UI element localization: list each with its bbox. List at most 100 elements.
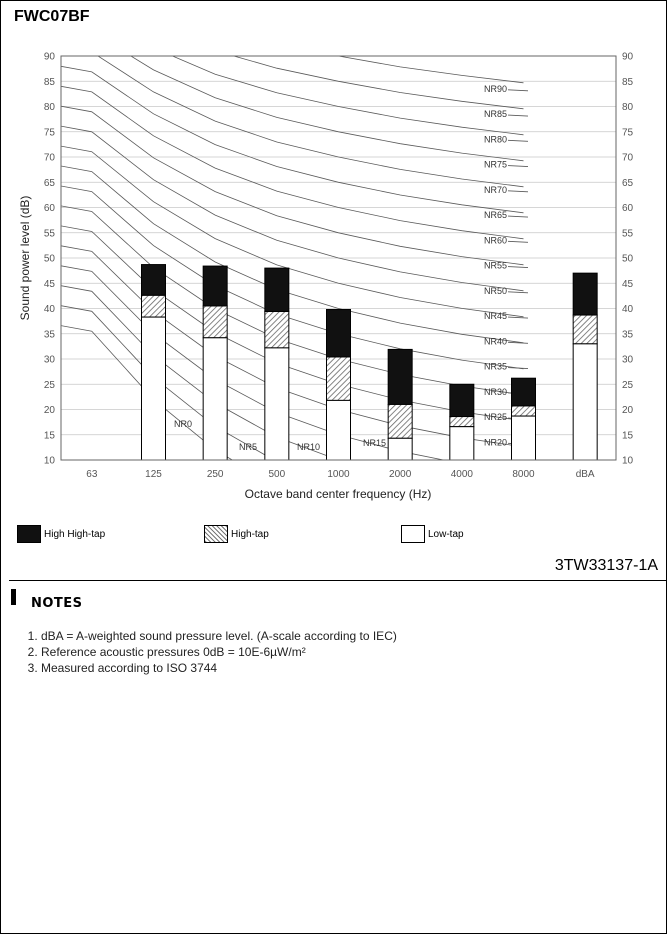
bar-high-tap <box>572 314 598 345</box>
y-axis-title: Sound power level (dB) <box>18 196 32 321</box>
y-tick-label-right: 75 <box>622 127 634 138</box>
legend: High High-tap High-tap Low-tap <box>17 525 657 545</box>
nr-curve-label: NR70 <box>484 185 507 195</box>
nr-curve-leader <box>507 114 529 117</box>
nr-curve <box>61 325 234 460</box>
nr-curve-label: NR65 <box>484 210 507 220</box>
nr-curve-leader <box>507 291 529 294</box>
nr-curve-leader <box>507 165 529 167</box>
y-tick-label-right: 85 <box>622 77 634 88</box>
bar-high-tap <box>141 294 166 318</box>
nr-curve-label: NR85 <box>484 109 507 119</box>
x-tick-label: dBA <box>576 469 595 480</box>
sound-power-chart: NR90 NR85 NR80 NR75 NR70 NR65 NR60 NR55 NR50 NR45… <box>18 52 634 502</box>
x-axis-title: Octave band center frequency (Hz) <box>245 487 432 501</box>
y-tick-label-right: 25 <box>622 380 634 391</box>
y-tick-label-right: 40 <box>622 304 634 315</box>
bar-low-tap <box>202 337 228 461</box>
legend-label: High-tap <box>231 528 269 540</box>
bar-high-high-tap <box>387 348 413 405</box>
nr-curve-label: NR20 <box>484 437 507 447</box>
bar-low-tap <box>326 399 351 461</box>
y-tick-label-left: 80 <box>44 102 56 113</box>
nr-curve-leader <box>507 190 529 193</box>
bar-low-tap <box>387 437 413 461</box>
y-tick-label-left: 25 <box>44 380 56 391</box>
y-tick-label-left: 15 <box>44 430 56 441</box>
nr-curve-label: NR35 <box>484 362 507 372</box>
y-tick-label-left: 40 <box>44 304 56 315</box>
notes-marker <box>11 589 16 605</box>
nr-curve <box>130 56 524 162</box>
legend-item-low-tap: Low-tap <box>401 525 464 543</box>
y-tick-label-right: 10 <box>622 456 634 467</box>
x-tick-label: 250 <box>207 469 224 480</box>
bar-high-high-tap <box>572 272 598 316</box>
legend-item-high-tap: High-tap <box>204 525 269 543</box>
nr-curve-label: NR80 <box>484 134 507 144</box>
nr-curve <box>61 65 524 214</box>
nr-curve <box>232 56 524 110</box>
bar-high-tap <box>449 416 475 428</box>
nr-curve-label: NR50 <box>484 286 507 296</box>
x-tick-label: 1000 <box>327 469 350 480</box>
nr-curve-label: NR10 <box>297 442 320 452</box>
nr-curve-label: NR0 <box>174 419 192 429</box>
bar-high-tap <box>202 305 228 339</box>
nr-curve-leader <box>507 240 529 243</box>
y-tick-label-left: 90 <box>44 52 56 63</box>
bar-high-tap <box>387 403 413 439</box>
y-tick-label-right: 90 <box>622 52 634 63</box>
nr-curve <box>61 85 524 240</box>
legend-label: High High-tap <box>44 528 106 540</box>
nr-curve <box>336 56 524 84</box>
y-tick-label-right: 15 <box>622 430 634 441</box>
y-tick-label-left: 35 <box>44 329 56 340</box>
y-tick-label-right: 45 <box>622 279 634 290</box>
bar-high-high-tap <box>449 383 475 418</box>
model-title: FWC07BF <box>14 8 90 25</box>
bar-low-tap <box>572 343 598 461</box>
nr-curve <box>61 145 524 318</box>
legend-swatch-low-tap <box>401 525 425 543</box>
y-tick-label-right: 50 <box>622 254 634 265</box>
bar-low-tap <box>449 426 475 461</box>
nr-curve-label: NR75 <box>484 160 507 170</box>
bar-low-tap <box>511 415 536 461</box>
y-tick-label-left: 65 <box>44 178 56 189</box>
y-tick-label-left: 75 <box>44 127 56 138</box>
y-tick-label-right: 20 <box>622 405 634 416</box>
tick-labels: 10 10 15 15 20 20 25 25 30 30 35 35 40 40 45 45 50 50 55 55… <box>44 52 634 481</box>
nr-curve-label: NR25 <box>484 412 507 422</box>
note-item: dBA = A-weighted sound pressure level. (… <box>41 628 397 644</box>
y-tick-label-left: 85 <box>44 77 56 88</box>
x-tick-label: 2000 <box>389 469 412 480</box>
nr-curve-label: NR90 <box>484 84 507 94</box>
x-tick-label: 500 <box>268 469 285 480</box>
nr-curve-leader <box>507 341 529 344</box>
y-tick-label-right: 35 <box>622 329 634 340</box>
y-tick-label-left: 30 <box>44 355 56 366</box>
nr-curve-leader <box>507 367 529 369</box>
nr-curve-label: NR45 <box>484 311 507 321</box>
bar-low-tap <box>264 347 290 461</box>
bar-high-high-tap <box>264 267 290 313</box>
y-tick-label-left: 70 <box>44 153 56 164</box>
nr-curve-label: NR40 <box>484 336 507 346</box>
nr-curve-label: NR60 <box>484 235 507 245</box>
nr-curve <box>97 56 524 188</box>
bar-high-tap <box>511 405 536 417</box>
legend-item-high-high-tap: High High-tap <box>17 525 105 543</box>
bar-high-high-tap <box>202 265 228 307</box>
bar-high-high-tap <box>141 264 166 296</box>
notes-list: dBA = A-weighted sound pressure level. (… <box>25 628 397 676</box>
y-tick-label-right: 80 <box>622 102 634 113</box>
x-tick-label: 125 <box>145 469 162 480</box>
bar-high-high-tap <box>511 377 536 407</box>
nr-curve-label: NR55 <box>484 261 507 271</box>
nr-curve-leader <box>507 266 529 268</box>
nr-curve-leader <box>507 215 529 218</box>
nr-curve <box>171 56 524 136</box>
nr-curve <box>61 105 524 266</box>
